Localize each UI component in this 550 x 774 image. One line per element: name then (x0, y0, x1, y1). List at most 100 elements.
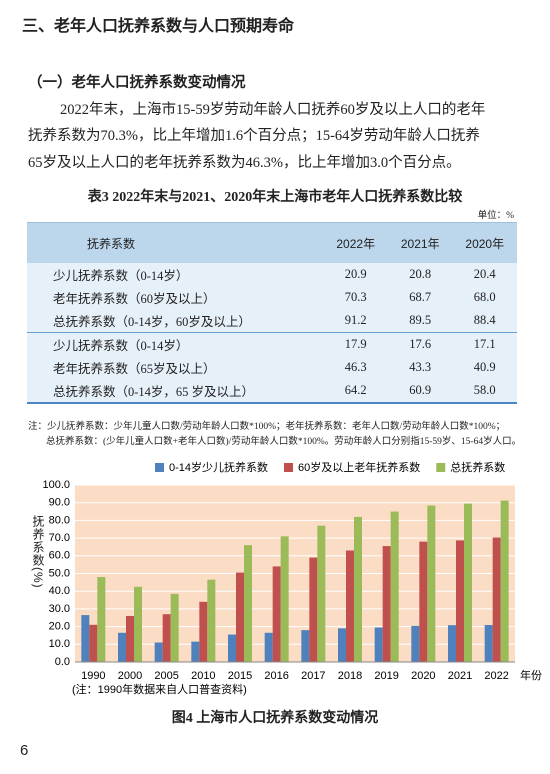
x-tick-label: 2018 (338, 670, 362, 682)
cell: 17.9 (323, 332, 388, 356)
table: 抚养系数 2022年 2021年 2020年 少儿抚养系数（0-14岁） 20.9 20.… (27, 222, 517, 404)
bar (244, 545, 252, 662)
cell: 17.6 (387, 332, 453, 356)
bar (118, 632, 126, 662)
x-tick-label: 1990 (81, 670, 105, 682)
bar (191, 641, 200, 662)
bar (199, 601, 208, 662)
bar (134, 586, 142, 662)
bar (154, 642, 163, 662)
bar (390, 511, 399, 662)
bar (272, 566, 281, 662)
x-axis-label: 年份 (520, 668, 542, 682)
y-axis-label: 抚养系数(%) (31, 515, 45, 589)
bar (236, 572, 244, 662)
bar (338, 628, 346, 662)
table-header: 抚养系数 2022年 2021年 2020年 (27, 222, 517, 263)
cell: 40.9 (473, 360, 496, 374)
legend-swatch (436, 463, 446, 472)
cell: 20.9 (344, 267, 367, 281)
y-tick-label: 40.0 (49, 585, 70, 597)
table-row: 少儿抚养系数（0-14岁） 17.9 17.6 17.1 (27, 332, 517, 356)
bar (354, 516, 362, 662)
cell: 89.5 (409, 313, 432, 327)
bar (317, 525, 326, 662)
x-tick-label: 2022 (484, 670, 508, 682)
legend-label: 总抚养系数 (450, 460, 505, 474)
bar (228, 634, 236, 662)
x-tick-label: 2019 (374, 670, 398, 682)
cell: 总抚养系数（0-14岁，65 岁及以上） (53, 385, 255, 399)
bar (81, 615, 90, 662)
cell: 2022年 (323, 222, 388, 263)
table-row: 老年抚养系数（60岁及以上） 70.3 68.7 68.0 (27, 286, 517, 309)
cell: 总抚养系数（0-14岁，60岁及以上） (53, 315, 251, 329)
legend-swatch (155, 463, 164, 472)
y-tick-label: 100.0 (42, 479, 70, 491)
bar (419, 541, 428, 662)
bar (374, 627, 383, 662)
cell: 64.2 (344, 383, 367, 397)
bar (97, 577, 106, 662)
cell: 91.2 (344, 313, 367, 327)
heading: 三、老年人口抚养系数与人口预期寿命 (22, 18, 295, 35)
bar (464, 503, 472, 662)
bar (170, 593, 179, 662)
table-note: 总抚养系数：(少年儿童人口数+老年人口数)/劳动年龄人口数*100%。劳动年龄人… (46, 437, 522, 447)
table-row: 总抚养系数（0-14岁，60岁及以上） 91.2 89.5 88.4 (27, 309, 517, 333)
table-unit: 单位：% (477, 211, 514, 221)
cell: 17.1 (452, 332, 517, 356)
cell: 46.3 (344, 360, 367, 374)
y-tick-label: 70.0 (49, 532, 70, 544)
bar (492, 537, 501, 662)
page-number: 6 (20, 742, 29, 759)
bar (484, 625, 493, 662)
legend-label: 60岁及以上老年抚养系数 (298, 460, 420, 474)
figure-caption: 图4 上海市人口抚养系数变动情况 (171, 711, 379, 726)
bar (427, 505, 436, 662)
y-tick-label: 20.0 (49, 621, 70, 633)
y-tick-label: 50.0 (49, 567, 70, 579)
y-tick-label: 80.0 (49, 514, 70, 526)
legend-label: 0-14岁少儿抚养系数 (169, 460, 268, 474)
cell: 60.9 (409, 383, 432, 397)
section-title: （一）老年人口抚养系数变动情况 (28, 75, 246, 91)
x-tick-label: 2005 (154, 670, 178, 682)
paragraph-line: 抚养系数为70.3%，比上年增加1.6个百分点；15-64岁劳动年龄人口抚养 (28, 128, 480, 144)
bar (280, 536, 289, 662)
table-note: 注：少儿抚养系数：少年儿童人口数/劳动年龄人口数*100%；老年抚养系数：老年人… (28, 422, 506, 432)
bar (126, 615, 134, 662)
paragraph-line: 2022年末，上海市15-59岁劳动年龄人口抚养60岁及以上人口的老年 (60, 102, 486, 118)
table-title: 表3 2022年末与2021、2020年末上海市老年人口抚养系数比较 (87, 190, 463, 205)
bar (89, 624, 98, 662)
table-row: 老年抚养系数（65岁及以上） 46.3 43.3 40.9 (27, 356, 517, 379)
cell: 58.0 (473, 383, 496, 397)
y-tick-label: 90.0 (49, 497, 70, 509)
y-tick-label: 0.0 (55, 656, 70, 668)
chart: 0.0 10.0 20.0 30.0 40.0 50.0 60.0 70.0 80.0 90.0 1… (42, 460, 542, 696)
x-tick-label: 2010 (191, 670, 215, 682)
x-tick-label: 2015 (228, 670, 252, 682)
bar (309, 557, 318, 662)
bar (411, 625, 420, 662)
y-tick-label: 30.0 (49, 603, 70, 615)
legend-swatch (284, 463, 294, 472)
cell: 20.4 (473, 267, 496, 281)
bar (264, 632, 273, 662)
bar (346, 550, 354, 662)
bar (382, 546, 391, 662)
cell: 少儿抚养系数（0-14岁） (53, 269, 189, 283)
cell: 少儿抚养系数（0-14岁） (27, 332, 324, 356)
x-tick-label: 2000 (118, 670, 142, 682)
x-tick-label: 2017 (301, 670, 325, 682)
y-tick-label: 10.0 (49, 638, 70, 650)
bar (448, 625, 456, 662)
bar (301, 630, 310, 662)
cell: 老年抚养系数（60岁及以上） (53, 292, 216, 306)
x-tick-label: 2016 (264, 670, 288, 682)
bar (207, 579, 216, 662)
cell: 70.3 (344, 290, 367, 304)
cell: 20.8 (409, 267, 432, 281)
x-tick-label: 2021 (448, 670, 472, 682)
